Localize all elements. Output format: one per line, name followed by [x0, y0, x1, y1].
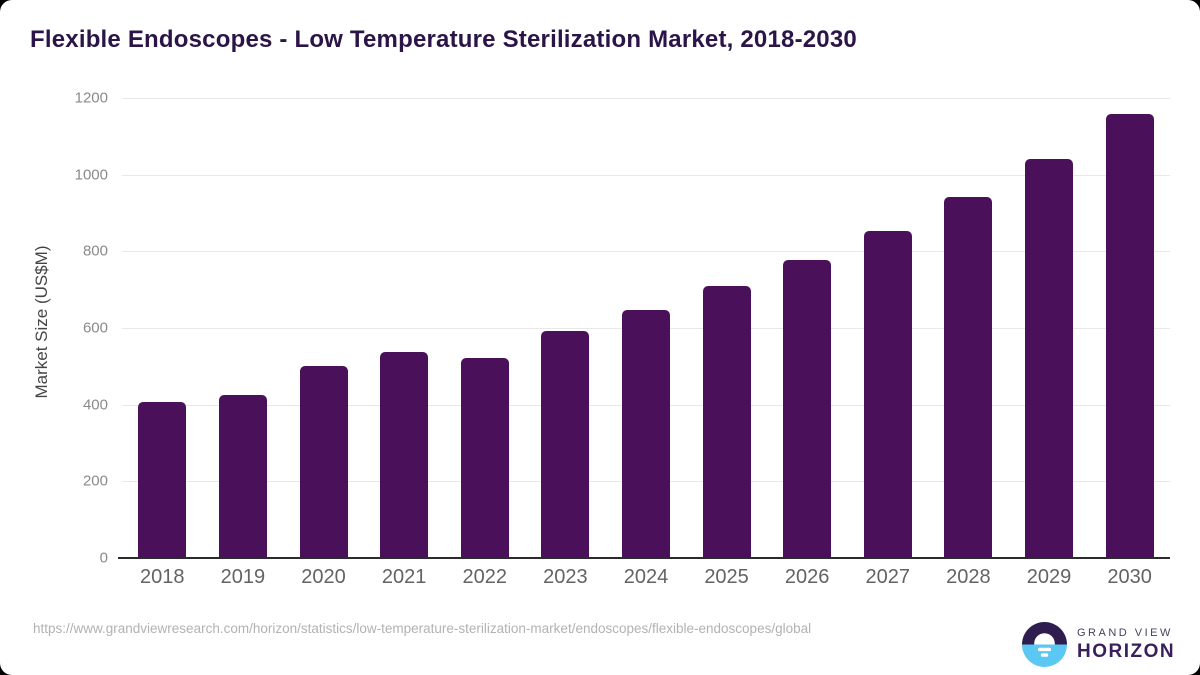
bar-2029 — [1025, 158, 1073, 558]
bar-slot — [525, 98, 606, 558]
bars-row — [122, 98, 1170, 558]
grand-view-horizon-logo: GRAND VIEW HORIZON — [1022, 622, 1175, 667]
bar-2020 — [299, 365, 348, 558]
bar-slot — [283, 98, 364, 558]
bar-slot — [606, 98, 687, 558]
bar-slot — [847, 98, 928, 558]
bar-slot — [1089, 98, 1170, 558]
bar-2026 — [783, 260, 832, 558]
x-tick-label: 2022 — [462, 566, 507, 588]
logo-text: GRAND VIEW HORIZON — [1077, 627, 1175, 663]
bar-2030 — [1105, 114, 1154, 558]
bar-slot — [122, 98, 203, 558]
bar-2018 — [138, 401, 187, 558]
x-tick-label: 2019 — [220, 566, 266, 588]
x-tick-label: 2029 — [1026, 566, 1072, 588]
y-axis-tick-labels: 1200 1000 800 600 400 200 0 — [0, 90, 108, 567]
bar-2019 — [218, 394, 267, 558]
y-tick-label: 600 — [82, 319, 108, 337]
bar-2024 — [621, 309, 670, 558]
gridline — [122, 98, 1170, 99]
bar-slot — [444, 98, 525, 558]
bar-2027 — [863, 230, 912, 558]
gridline — [122, 174, 1170, 176]
bar-slot — [364, 98, 445, 558]
plot-area — [118, 98, 1170, 559]
y-tick-label: 800 — [82, 242, 108, 260]
y-tick-label: 1000 — [74, 166, 108, 184]
x-tick-label: 2023 — [543, 566, 588, 588]
bar-2025 — [702, 285, 751, 558]
gridline — [122, 251, 1170, 253]
x-tick-label: 2026 — [784, 566, 830, 588]
logo-brand-bottom: HORIZON — [1077, 640, 1176, 662]
source-url: https://www.grandviewresearch.com/horizo… — [33, 621, 812, 636]
chart-title: Flexible Endoscopes - Low Temperature St… — [30, 26, 857, 53]
bar-2028 — [944, 197, 993, 558]
y-tick-label: 1200 — [74, 89, 108, 107]
x-tick-label: 2021 — [381, 566, 427, 588]
x-tick-label: 2030 — [1107, 566, 1152, 588]
bar-slot — [686, 98, 767, 558]
bar-2023 — [541, 330, 590, 558]
bar-slot — [203, 98, 284, 558]
y-tick-label: 200 — [82, 472, 108, 490]
bar-2022 — [460, 357, 509, 558]
x-axis-tick-labels: 2018 2019 2020 2021 2022 2023 2024 2025 2026 2027… — [122, 566, 1170, 589]
x-tick-label: 2020 — [301, 566, 346, 588]
logo-brand-top: GRAND VIEW — [1077, 626, 1173, 639]
x-tick-label: 2025 — [704, 566, 749, 588]
x-tick-label: 2027 — [865, 566, 911, 588]
bar-slot — [767, 98, 848, 558]
y-tick-label: 0 — [99, 549, 108, 567]
x-tick-label: 2024 — [623, 566, 669, 588]
y-tick-label: 400 — [82, 396, 108, 414]
x-tick-label: 2028 — [946, 566, 991, 588]
bar-2021 — [380, 352, 429, 558]
bar-slot — [1009, 98, 1090, 558]
horizon-sun-icon — [1022, 622, 1067, 667]
bar-slot — [928, 98, 1009, 558]
x-axis-line — [118, 557, 1170, 559]
x-tick-label: 2018 — [140, 566, 185, 588]
